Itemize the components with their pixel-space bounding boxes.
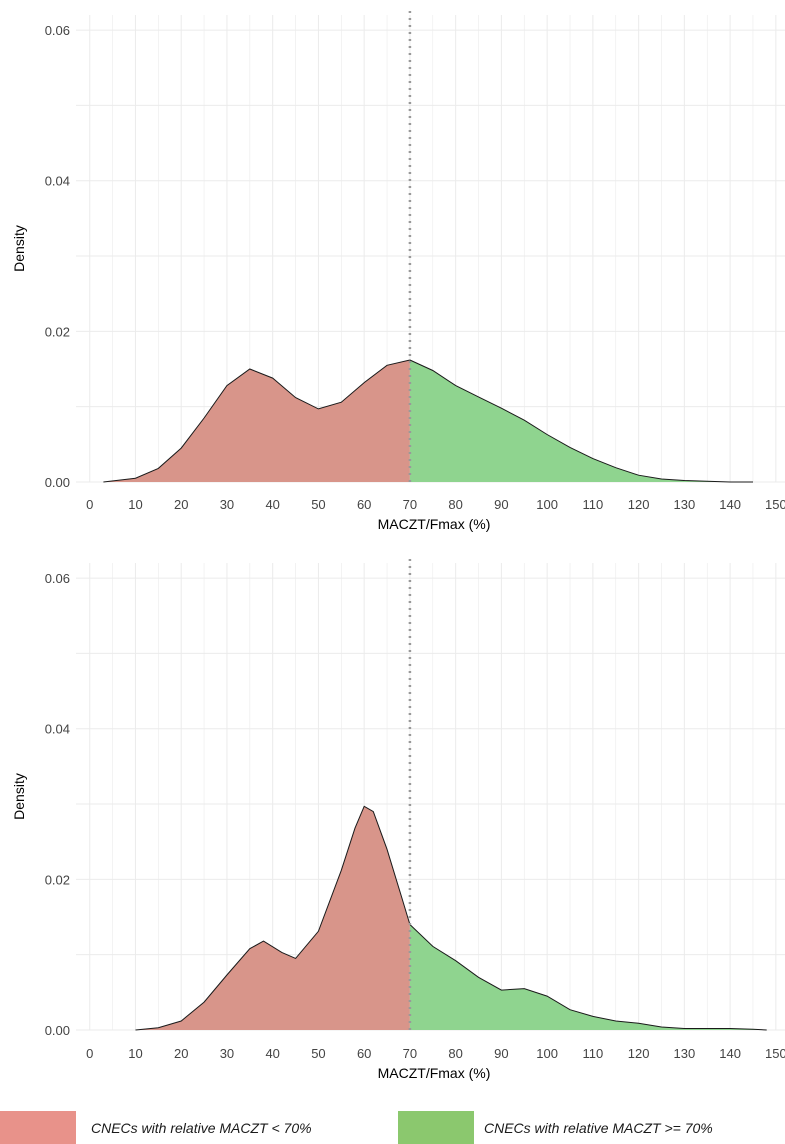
x-tick-label: 60	[357, 497, 371, 512]
area-above-threshold	[409, 924, 767, 1030]
y-tick-label: 0.06	[45, 571, 70, 586]
x-tick-label: 140	[719, 1046, 741, 1061]
x-tick-label: 0	[86, 1046, 93, 1061]
y-tick-label: 0.04	[45, 722, 70, 737]
x-tick-label: 90	[494, 1046, 508, 1061]
x-tick-label: 70	[403, 497, 417, 512]
x-tick-label: 60	[357, 1046, 371, 1061]
density-line-above	[409, 924, 767, 1031]
x-tick-label: 80	[448, 1046, 462, 1061]
y-tick-label: 0.00	[45, 1023, 70, 1038]
legend: CNECs with relative MACZT < 70% CNECs wi…	[0, 1111, 713, 1144]
area-above-threshold	[409, 360, 753, 482]
x-axis-title: MACZT/Fmax (%)	[378, 516, 491, 532]
density-line-above	[409, 359, 753, 483]
x-tick-label: 30	[220, 497, 234, 512]
x-tick-label: 20	[174, 497, 188, 512]
x-tick-label: 40	[265, 497, 279, 512]
density-chart-bottom: 0 10 20 30 40 50 60 70 80 90 100 110 120 130 140 150 0.0…	[11, 559, 785, 1081]
x-tick-label: 70	[403, 1046, 417, 1061]
area-below-threshold	[135, 806, 410, 1030]
x-tick-label: 90	[494, 497, 508, 512]
y-axis-title: Density	[11, 225, 27, 272]
y-tick-label: 0.02	[45, 324, 70, 339]
x-tick-label: 120	[628, 1046, 650, 1061]
x-tick-label: 0	[86, 497, 93, 512]
density-line-below	[135, 805, 411, 1031]
x-tick-label: 20	[174, 1046, 188, 1061]
x-tick-label: 50	[311, 1046, 325, 1061]
y-tick-label: 0.04	[45, 174, 70, 189]
x-tick-label: 150	[765, 497, 785, 512]
y-tick-label: 0.00	[45, 475, 70, 490]
x-tick-label: 110	[583, 497, 604, 512]
x-tick-label: 80	[448, 497, 462, 512]
x-axis-title: MACZT/Fmax (%)	[378, 1065, 491, 1081]
x-tick-label: 40	[265, 1046, 279, 1061]
x-tick-label: 10	[128, 497, 142, 512]
legend-label-below: CNECs with relative MACZT < 70%	[91, 1120, 312, 1136]
x-tick-label: 150	[765, 1046, 785, 1061]
x-tick-label: 110	[583, 1046, 604, 1061]
x-tick-label: 10	[128, 1046, 142, 1061]
x-tick-label: 100	[536, 497, 558, 512]
x-tick-label: 30	[220, 1046, 234, 1061]
x-tick-label: 120	[628, 497, 650, 512]
area-below-threshold	[103, 360, 410, 482]
legend-label-above: CNECs with relative MACZT >= 70%	[484, 1120, 713, 1136]
x-tick-label: 130	[674, 497, 696, 512]
x-tick-label: 130	[674, 1046, 696, 1061]
x-tick-label: 100	[536, 1046, 558, 1061]
y-axis-title: Density	[11, 773, 27, 820]
x-tick-label: 140	[719, 497, 741, 512]
y-tick-label: 0.02	[45, 872, 70, 887]
y-tick-label: 0.06	[45, 23, 70, 38]
density-chart-top: 0 10 20 30 40 50 60 70 80 90 100 110 120 130 140 150 0.0…	[11, 11, 785, 532]
x-tick-label: 50	[311, 497, 325, 512]
density-line-below	[103, 359, 411, 483]
legend-swatch-above	[398, 1111, 474, 1144]
legend-swatch-below	[0, 1111, 76, 1144]
